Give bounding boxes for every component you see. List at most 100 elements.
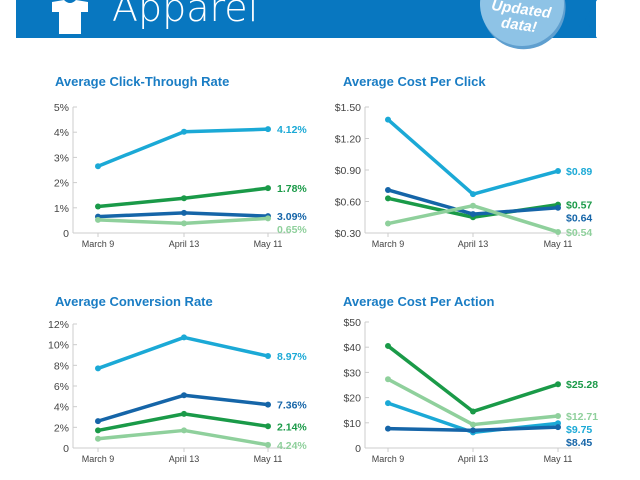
y-tick-label: 8% xyxy=(54,360,69,372)
data-point xyxy=(95,203,101,210)
x-tick-label: April 13 xyxy=(458,454,489,464)
end-value-label: 7.36% xyxy=(277,400,307,412)
data-point xyxy=(95,163,101,170)
data-point xyxy=(95,418,101,425)
y-tick-label: 4% xyxy=(54,402,69,414)
y-tick-label: $40 xyxy=(343,342,361,354)
data-point xyxy=(181,410,187,417)
series-line-light-blue xyxy=(96,335,270,371)
data-point xyxy=(385,186,391,193)
end-value-label: $0.57 xyxy=(566,200,592,212)
y-tick-label: 3% xyxy=(54,152,69,164)
data-point xyxy=(181,334,187,341)
data-point xyxy=(555,168,561,175)
data-point xyxy=(265,401,271,408)
data-point xyxy=(95,427,101,434)
data-point xyxy=(181,427,187,434)
end-value-label: $8.45 xyxy=(566,437,592,449)
x-tick-label: March 9 xyxy=(82,239,115,249)
data-point xyxy=(181,220,187,227)
x-tick-label: March 9 xyxy=(82,454,115,464)
data-point xyxy=(181,128,187,135)
data-point xyxy=(385,116,391,123)
data-point xyxy=(265,185,271,192)
data-point xyxy=(95,216,101,223)
x-tick-label: March 9 xyxy=(372,239,405,249)
data-point xyxy=(385,425,391,432)
data-point xyxy=(265,126,271,133)
end-value-label: 4.24% xyxy=(277,440,307,452)
y-tick-label: $0.60 xyxy=(335,197,361,209)
data-point xyxy=(385,376,391,383)
y-tick-label: 10% xyxy=(48,340,69,352)
data-point xyxy=(470,191,476,198)
y-tick-label: 2% xyxy=(54,422,69,434)
data-point xyxy=(385,342,391,349)
y-tick-label: 12% xyxy=(48,319,69,331)
data-point xyxy=(265,353,271,360)
y-tick-label: 0 xyxy=(63,228,69,240)
chart-3: Average Conversion Rate 0 2% 4% 6% 8% 10% 12% Ma… xyxy=(48,294,307,464)
y-tick-label: $50 xyxy=(343,317,361,329)
tshirt-icon xyxy=(52,0,88,34)
data-point xyxy=(555,228,561,235)
end-value-label: 3.09% xyxy=(277,211,307,223)
data-point xyxy=(265,215,271,222)
end-value-label: $25.28 xyxy=(566,379,598,391)
end-value-label: 1.78% xyxy=(277,183,307,195)
chart-1: Average Click-Through Rate 0 1% 2% 3% 4% 5% Mar… xyxy=(54,74,308,249)
data-point xyxy=(555,204,561,211)
end-value-label: $12.71 xyxy=(566,411,598,423)
x-tick-label: May 11 xyxy=(254,239,283,249)
end-value-label: 0.65% xyxy=(277,224,307,236)
data-point xyxy=(265,441,271,448)
chart-title: Average Click-Through Rate xyxy=(55,74,229,89)
data-point xyxy=(385,220,391,227)
y-tick-label: $0.90 xyxy=(335,165,361,177)
data-point xyxy=(555,424,561,431)
data-point xyxy=(470,427,476,434)
y-tick-label: 4% xyxy=(54,127,69,139)
y-tick-label: 1% xyxy=(54,203,69,215)
y-tick-label: 2% xyxy=(54,178,69,190)
end-value-label: $9.75 xyxy=(566,424,592,436)
y-tick-label: $1.20 xyxy=(335,134,361,146)
data-point xyxy=(555,412,561,419)
data-point xyxy=(385,400,391,407)
data-point xyxy=(470,421,476,428)
data-point xyxy=(555,381,561,388)
end-value-label: 4.12% xyxy=(277,124,307,136)
y-tick-label: 0 xyxy=(63,443,69,455)
data-point xyxy=(470,202,476,209)
y-tick-label: 5% xyxy=(54,102,69,114)
data-point xyxy=(385,195,391,202)
y-tick-label: $30 xyxy=(343,367,361,379)
x-tick-label: April 13 xyxy=(169,239,200,249)
data-point xyxy=(181,209,187,216)
y-tick-label: $1.50 xyxy=(335,102,361,114)
data-point xyxy=(470,408,476,415)
end-value-label: 8.97% xyxy=(277,351,307,363)
series-line-light-blue xyxy=(96,127,270,168)
x-tick-label: May 11 xyxy=(254,454,283,464)
x-tick-label: May 11 xyxy=(544,239,573,249)
data-point xyxy=(470,211,476,218)
y-tick-label: 0 xyxy=(355,443,361,455)
y-tick-label: 6% xyxy=(54,381,69,393)
end-value-label: $0.64 xyxy=(566,213,592,225)
x-tick-label: April 13 xyxy=(458,239,489,249)
chart-title: Average Conversion Rate xyxy=(55,294,213,309)
x-tick-label: April 13 xyxy=(169,454,200,464)
chart-title: Average Cost Per Action xyxy=(343,294,495,309)
page-title: Apparel xyxy=(112,0,259,30)
chart-2: Average Cost Per Click $0.30 $0.60 $0.90 $1.… xyxy=(335,74,593,249)
series-line-dark-blue xyxy=(96,393,270,423)
ribbon-notch xyxy=(585,0,597,38)
y-tick-label: $20 xyxy=(343,393,361,405)
data-point xyxy=(181,195,187,202)
end-value-label: $0.89 xyxy=(566,166,592,178)
data-point xyxy=(95,435,101,442)
x-tick-label: May 11 xyxy=(544,454,573,464)
series-line-light-green xyxy=(386,377,560,427)
